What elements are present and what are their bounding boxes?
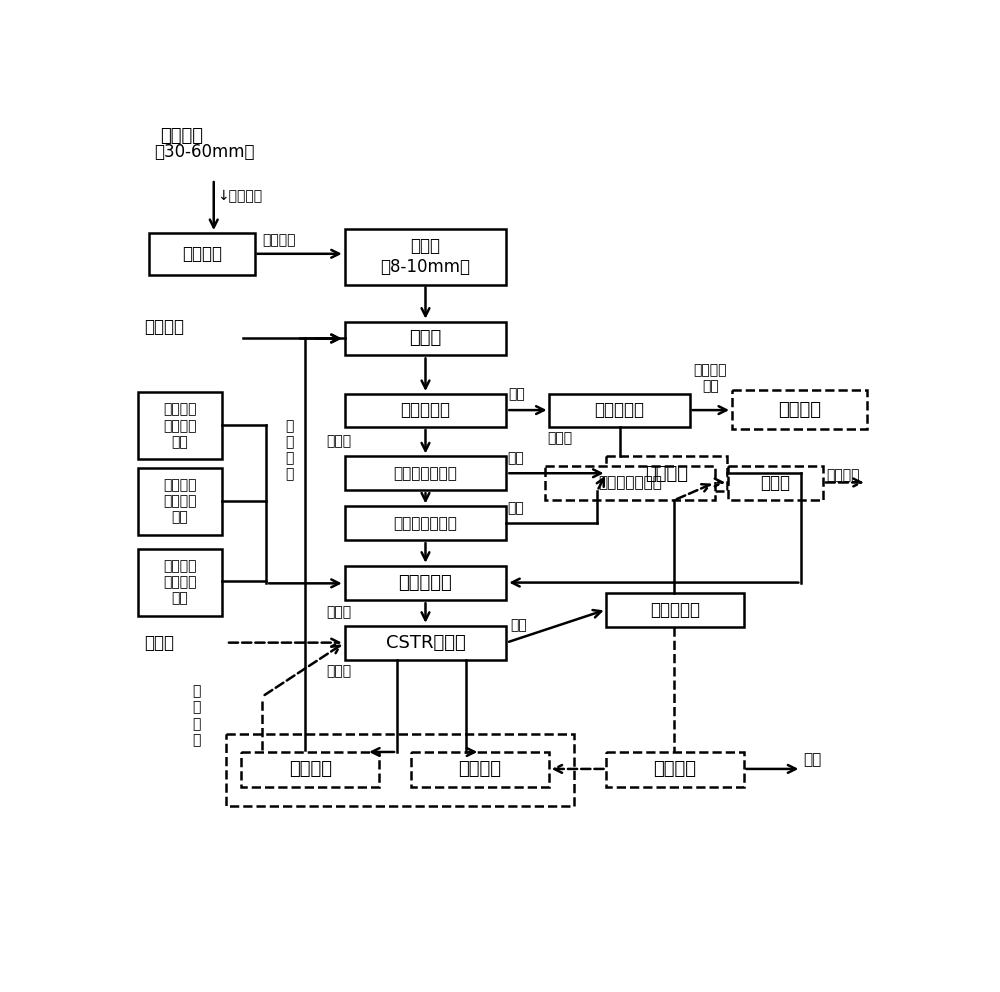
Text: 回转细格栅: 回转细格栅 — [400, 402, 450, 420]
Bar — [345, 456, 506, 490]
Bar — [226, 733, 574, 806]
Text: 压缩机: 压缩机 — [760, 474, 790, 492]
Bar — [345, 506, 506, 541]
Bar — [545, 465, 715, 500]
Text: 沼
液
回
流: 沼 液 回 流 — [285, 419, 293, 481]
Bar — [138, 468, 222, 535]
Bar — [138, 549, 222, 616]
Text: 制
砖
废
热: 制 砖 废 热 — [193, 684, 201, 747]
Bar — [549, 394, 690, 427]
Text: 市政污泥
预处理后
物料: 市政污泥 预处理后 物料 — [163, 478, 197, 525]
Text: 沼液储罐: 沼液储罐 — [289, 760, 332, 779]
Text: 栅渣: 栅渣 — [509, 388, 525, 402]
Text: CSTR反应器: CSTR反应器 — [386, 634, 465, 652]
Text: 水解酸化池: 水解酸化池 — [399, 574, 452, 592]
Bar — [345, 229, 506, 285]
Bar — [345, 394, 506, 427]
Bar — [732, 390, 867, 430]
Text: 粉碎机
（8-10mm）: 粉碎机 （8-10mm） — [380, 237, 470, 276]
Text: 螺旋输送: 螺旋输送 — [262, 234, 296, 248]
Bar — [606, 752, 744, 787]
Bar — [728, 465, 823, 500]
Bar — [345, 565, 506, 600]
Text: 制砖系统: 制砖系统 — [458, 760, 501, 779]
Text: 热解气化: 热解气化 — [778, 401, 821, 419]
Bar — [345, 626, 506, 661]
Text: 脱硫、净化装置: 脱硫、净化装置 — [598, 475, 662, 490]
Text: 车用燃气: 车用燃气 — [826, 468, 859, 482]
Text: 人畜粪便
预处理后
物料: 人畜粪便 预处理后 物料 — [163, 403, 197, 449]
Text: 螺杆泵: 螺杆泵 — [326, 434, 351, 448]
Text: 杂质: 杂质 — [507, 501, 524, 515]
Text: 一级旋流除砂器: 一级旋流除砂器 — [394, 465, 457, 481]
Text: 压榨水: 压榨水 — [547, 432, 572, 445]
Bar — [149, 233, 255, 275]
Text: ↓皮带输送: ↓皮带输送 — [218, 189, 263, 203]
Text: （30-60mm）: （30-60mm） — [154, 143, 255, 161]
Text: 生活垃圾: 生活垃圾 — [161, 127, 204, 145]
Text: 杂质: 杂质 — [507, 450, 524, 465]
Text: 进料泵: 进料泵 — [326, 605, 351, 619]
Text: 塑料可燃
料渣: 塑料可燃 料渣 — [693, 363, 727, 394]
Text: 匀浆罐: 匀浆罐 — [409, 329, 442, 347]
Text: 沼气: 沼气 — [510, 619, 527, 633]
Text: 火炬: 火炬 — [804, 752, 822, 767]
Text: 出料泵: 出料泵 — [326, 664, 351, 679]
Text: 增压风机: 增压风机 — [653, 760, 696, 779]
Text: 螺旋压榨机: 螺旋压榨机 — [595, 402, 645, 420]
Bar — [138, 393, 222, 459]
Bar — [606, 592, 744, 627]
Text: 地下料仓: 地下料仓 — [182, 245, 222, 263]
Bar — [606, 456, 727, 491]
Text: 建材系统: 建材系统 — [645, 464, 688, 483]
Text: 厂区污水: 厂区污水 — [144, 318, 184, 336]
Bar — [345, 321, 506, 355]
Text: 太阳能: 太阳能 — [144, 634, 174, 652]
Text: 厨余垃圾
预处理后
物料: 厨余垃圾 预处理后 物料 — [163, 559, 197, 605]
Bar — [411, 752, 549, 787]
Text: 气水分离器: 气水分离器 — [650, 601, 700, 619]
Bar — [241, 752, 379, 787]
Text: 二级旋流除砂器: 二级旋流除砂器 — [394, 516, 457, 531]
